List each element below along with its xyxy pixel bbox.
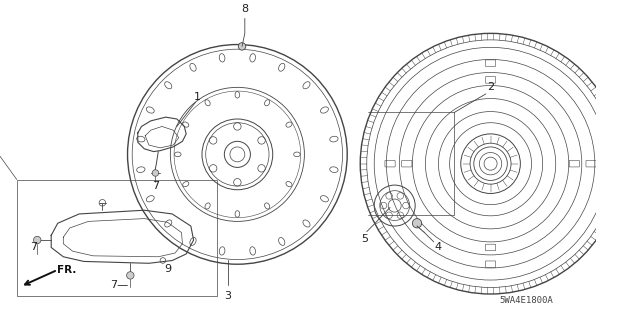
- Text: 2: 2: [487, 82, 494, 93]
- Circle shape: [238, 43, 246, 50]
- Circle shape: [127, 272, 134, 279]
- Circle shape: [412, 219, 422, 228]
- Circle shape: [33, 236, 41, 244]
- Text: 7: 7: [30, 241, 37, 251]
- Text: 5: 5: [362, 234, 369, 244]
- Bar: [17, 180, 217, 296]
- Text: 5WA4E1800A: 5WA4E1800A: [499, 296, 553, 305]
- Text: 8: 8: [241, 4, 248, 14]
- Text: 1: 1: [194, 92, 201, 102]
- Text: 4: 4: [434, 242, 441, 252]
- Text: 3: 3: [225, 291, 232, 301]
- Circle shape: [152, 170, 159, 176]
- Text: 7: 7: [152, 181, 159, 191]
- Text: 9: 9: [164, 264, 171, 274]
- Text: FR.: FR.: [58, 265, 77, 275]
- Text: 7—: 7—: [110, 280, 128, 290]
